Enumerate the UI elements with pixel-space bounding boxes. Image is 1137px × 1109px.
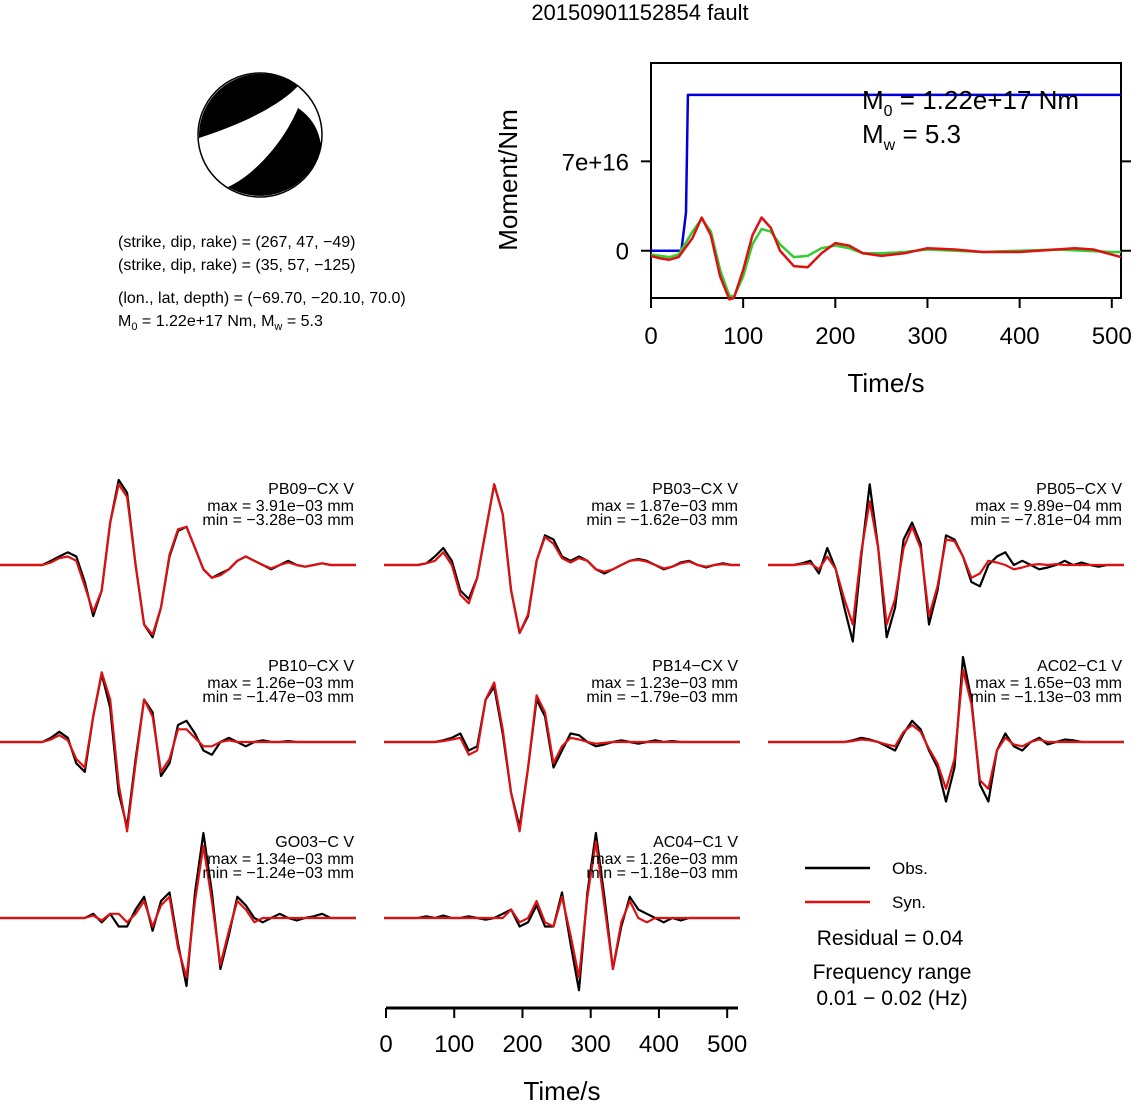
stf-green-line bbox=[650, 217, 1121, 298]
station-label: PB10−CX V bbox=[268, 658, 354, 675]
min-label: min = −7.81e−04 mm bbox=[970, 512, 1122, 529]
synthetic-trace bbox=[384, 840, 740, 979]
observed-trace bbox=[384, 831, 740, 992]
waveform-xtick-label: 200 bbox=[502, 1031, 542, 1058]
synthetic-trace bbox=[384, 681, 740, 833]
legend-syn-label: Syn. bbox=[892, 893, 926, 912]
location-text: (lon., lat, depth) = (−69.70, −20.10, 70… bbox=[118, 290, 406, 307]
max-label: max = 1.26e−03 mm bbox=[591, 851, 738, 868]
nodal-plane-1: (strike, dip, rake) = (267, 47, −49) bbox=[118, 234, 355, 251]
station-label: AC04−C1 V bbox=[653, 834, 738, 851]
min-label: min = −1.13e−03 mm bbox=[970, 689, 1122, 706]
frequency-title: Frequency range bbox=[813, 961, 972, 984]
moment-xtick-label: 0 bbox=[644, 323, 657, 350]
synthetic-trace bbox=[0, 844, 356, 979]
beachball-compression-upper bbox=[198, 73, 298, 138]
moment-xtick-label: 200 bbox=[815, 323, 855, 350]
moment-text: M0 = 1.22e+17 Nm, Mw = 5.3 bbox=[118, 313, 323, 333]
max-label: max = 9.89e−04 mm bbox=[975, 498, 1122, 515]
source-params: (strike, dip, rake) = (267, 47, −49) (st… bbox=[118, 234, 406, 333]
min-label: min = −1.47e−03 mm bbox=[202, 689, 354, 706]
min-label: min = −1.62e−03 mm bbox=[586, 512, 738, 529]
legend: Obs. Syn. Residual = 0.04 Frequency rang… bbox=[805, 859, 971, 1010]
max-label: max = 1.34e−03 mm bbox=[207, 851, 354, 868]
max-label: max = 1.87e−03 mm bbox=[591, 498, 738, 515]
moment-xtick-label: 300 bbox=[907, 323, 947, 350]
waveform-time-axis: Time/s 0 100 200 300 400 500 bbox=[379, 1006, 747, 1106]
waveform-xtick-label: 100 bbox=[434, 1031, 474, 1058]
max-label: max = 1.23e−03 mm bbox=[591, 675, 738, 692]
station-label: PB09−CX V bbox=[268, 481, 354, 498]
max-label: max = 1.26e−03 mm bbox=[207, 675, 354, 692]
station-label: AC02−C1 V bbox=[1037, 658, 1122, 675]
moment-xtick-label: 400 bbox=[1000, 323, 1040, 350]
nodal-plane-2: (strike, dip, rake) = (35, 57, −125) bbox=[118, 257, 355, 274]
min-label: min = −3.28e−03 mm bbox=[202, 512, 354, 529]
moment-xtick-label: 500 bbox=[1092, 323, 1132, 350]
observed-trace bbox=[768, 483, 1124, 643]
max-label: max = 3.91e−03 mm bbox=[207, 498, 354, 515]
figure-title: 20150901152854 fault bbox=[531, 0, 748, 25]
moment-ytick-label: 0 bbox=[616, 239, 629, 266]
moment-annotation-mw: Mw = 5.3 bbox=[862, 119, 961, 154]
max-label: max = 1.65e−03 mm bbox=[975, 675, 1122, 692]
beachball bbox=[197, 72, 323, 198]
cumulative-moment-line bbox=[651, 93, 1121, 252]
min-label: min = −1.18e−03 mm bbox=[586, 865, 738, 882]
synthetic-trace bbox=[384, 483, 740, 635]
station-label: PB03−CX V bbox=[652, 481, 738, 498]
synthetic-trace bbox=[768, 668, 1124, 790]
min-label: min = −1.24e−03 mm bbox=[202, 865, 354, 882]
station-label: PB14−CX V bbox=[652, 658, 738, 675]
station-label: PB05−CX V bbox=[1036, 481, 1122, 498]
moment-xtick-label: 100 bbox=[723, 323, 763, 350]
synthetic-trace bbox=[0, 483, 356, 636]
moment-plot-frame bbox=[650, 62, 1122, 299]
frequency-value: 0.01 − 0.02 (Hz) bbox=[816, 987, 967, 1010]
waveform-xtick-label: 0 bbox=[379, 1031, 392, 1058]
synthetic-trace bbox=[0, 671, 356, 833]
station-label: GO03−C V bbox=[275, 834, 354, 851]
moment-ytick-label: 7e+16 bbox=[562, 149, 629, 176]
synthetic-trace bbox=[768, 500, 1124, 626]
legend-obs-label: Obs. bbox=[892, 859, 928, 878]
min-label: min = −1.79e−03 mm bbox=[586, 689, 738, 706]
stf-red-line bbox=[650, 216, 1122, 301]
waveform-xtick-label: 300 bbox=[571, 1031, 611, 1058]
observed-trace bbox=[384, 685, 740, 829]
moment-annotation-m0: M0 = 1.22e+17 Nm bbox=[862, 85, 1079, 120]
moment-ylabel: Moment/Nm bbox=[493, 109, 523, 251]
waveform-xtick-label: 400 bbox=[639, 1031, 679, 1058]
moment-xlabel: Time/s bbox=[847, 368, 924, 398]
residual-text: Residual = 0.04 bbox=[817, 927, 964, 950]
beachball-compression-lower bbox=[228, 108, 321, 196]
waveform-xlabel: Time/s bbox=[523, 1076, 600, 1104]
waveform-xtick-label: 500 bbox=[707, 1031, 747, 1058]
